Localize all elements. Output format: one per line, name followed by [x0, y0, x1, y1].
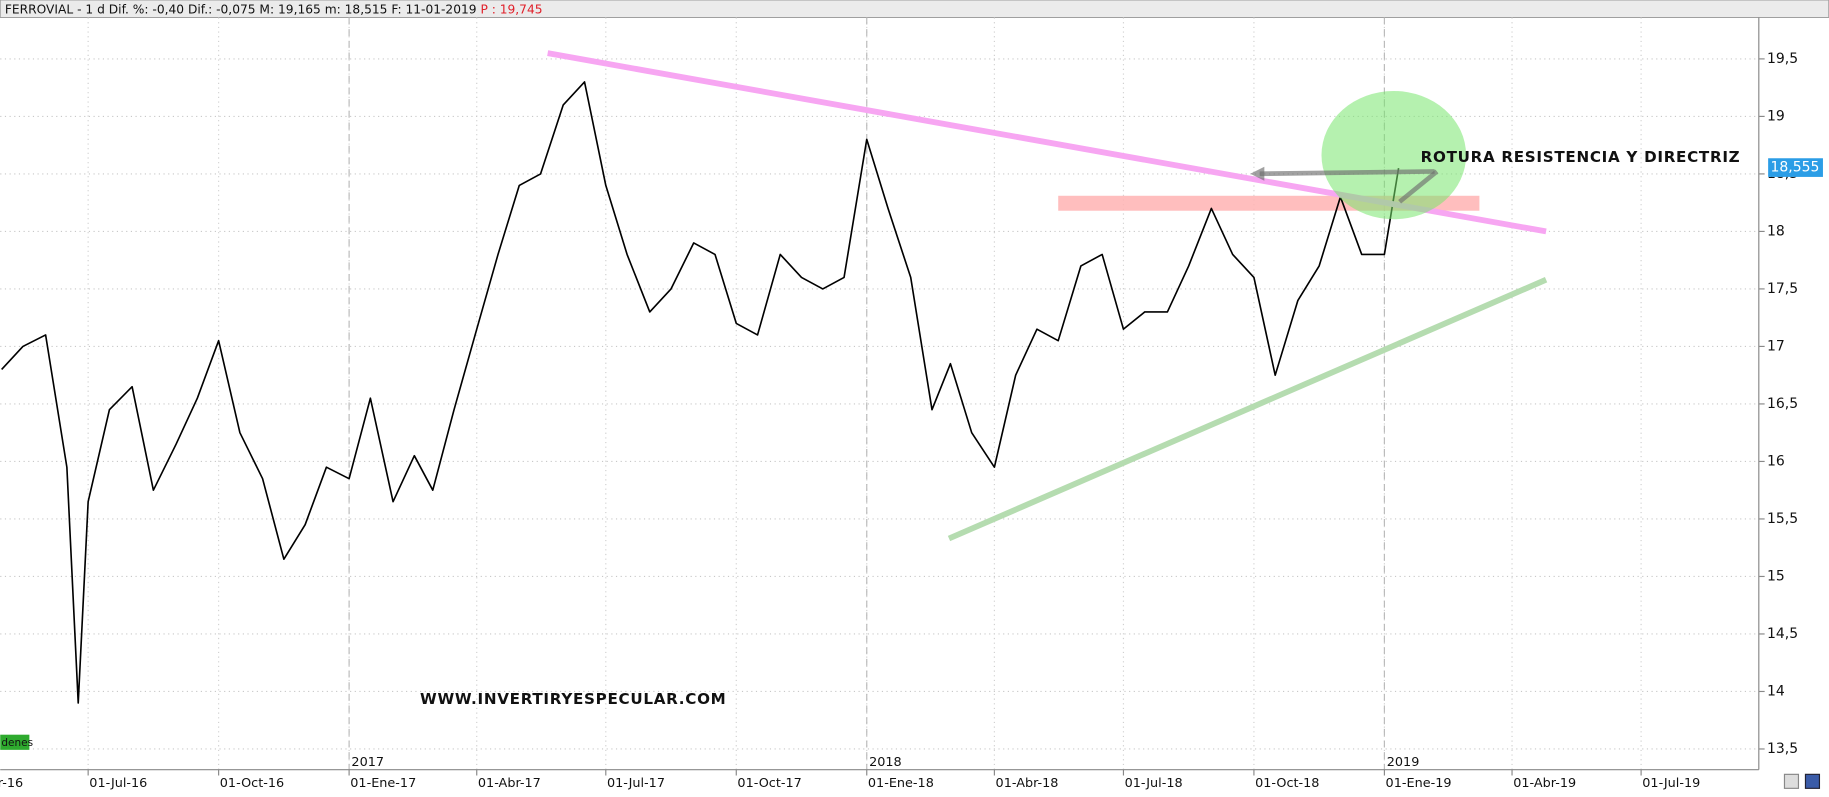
y-tick-label: 17 — [1767, 338, 1785, 354]
header-item: Dif. %: -0,40 — [109, 2, 184, 16]
y-tick-label: 16,5 — [1767, 396, 1798, 412]
annotation: ROTURA RESISTENCIA Y DIRECTRIZ — [1421, 148, 1741, 166]
header-item: P : 19,745 — [480, 2, 542, 16]
last-price-label: 18,555 — [1770, 160, 1819, 176]
x-tick-label: 01-Jul-17 — [607, 776, 665, 791]
x-tick-label: 01-Ene-18 — [868, 776, 934, 791]
watermark: WWW.INVERTIRYESPECULAR.COM — [420, 690, 726, 708]
header: FERROVIAL - 1 d Dif. %: -0,40 Dif.: -0,0… — [5, 2, 543, 16]
x-tick-label: 01-Abr-16 — [0, 776, 23, 791]
last-price-box — [1768, 158, 1823, 177]
header-item: M: 19,165 — [259, 2, 320, 16]
x-tick-label: 01-Jul-16 — [89, 776, 147, 791]
arrows — [1250, 166, 1439, 204]
x-tick-label: 01-Abr-19 — [1513, 776, 1576, 791]
x-tick-label: 01-Ene-19 — [1386, 776, 1452, 791]
header-item: FERROVIAL - — [5, 2, 82, 16]
header-item: Dif.: -0,075 — [188, 2, 256, 16]
year-label: 2019 — [1387, 755, 1420, 770]
icon-save[interactable] — [1804, 773, 1821, 789]
y-tick-label: 18 — [1767, 223, 1785, 239]
header-item: m: 18,515 — [325, 2, 388, 16]
y-tick-label: 15,5 — [1767, 511, 1798, 527]
y-tick-label: 16 — [1767, 453, 1785, 469]
orders-tab-label[interactable]: denes — [1, 737, 33, 749]
x-tick-label: 01-Abr-17 — [478, 776, 541, 791]
y-tick-label: 13,5 — [1767, 741, 1798, 757]
icon-settings[interactable] — [1783, 773, 1800, 789]
x-tick-label: 01-Ene-17 — [350, 776, 416, 791]
highlight-circle — [1321, 90, 1467, 220]
y-tick-label: 14 — [1767, 683, 1785, 699]
x-tick-label: 01-Oct-18 — [1255, 776, 1319, 791]
trendline — [947, 277, 1548, 542]
y-tick-label: 19 — [1767, 108, 1785, 124]
x-tick-label: 01-Oct-17 — [737, 776, 801, 791]
year-label: 2018 — [869, 755, 902, 770]
x-tick-label: 01-Abr-18 — [996, 776, 1059, 791]
x-tick-label: 01-Oct-16 — [220, 776, 284, 791]
y-tick-label: 15 — [1767, 568, 1785, 584]
orders-tab[interactable] — [0, 734, 30, 750]
arrow-left — [1259, 169, 1435, 177]
year-label: 2017 — [351, 755, 384, 770]
x-tick-label: 01-Jul-19 — [1642, 776, 1700, 791]
price-line — [1, 81, 1400, 704]
arrow-down — [1398, 169, 1439, 204]
y-tick-label: 17,5 — [1767, 281, 1798, 297]
y-tick-label: 14,5 — [1767, 626, 1798, 642]
y-tick-label: 19,5 — [1767, 51, 1798, 67]
header-item: F: 11-01-2019 — [391, 2, 476, 16]
header-item: 1 d — [85, 2, 104, 16]
arrow-head — [1250, 166, 1265, 181]
x-tick-label: 01-Jul-18 — [1125, 776, 1183, 791]
